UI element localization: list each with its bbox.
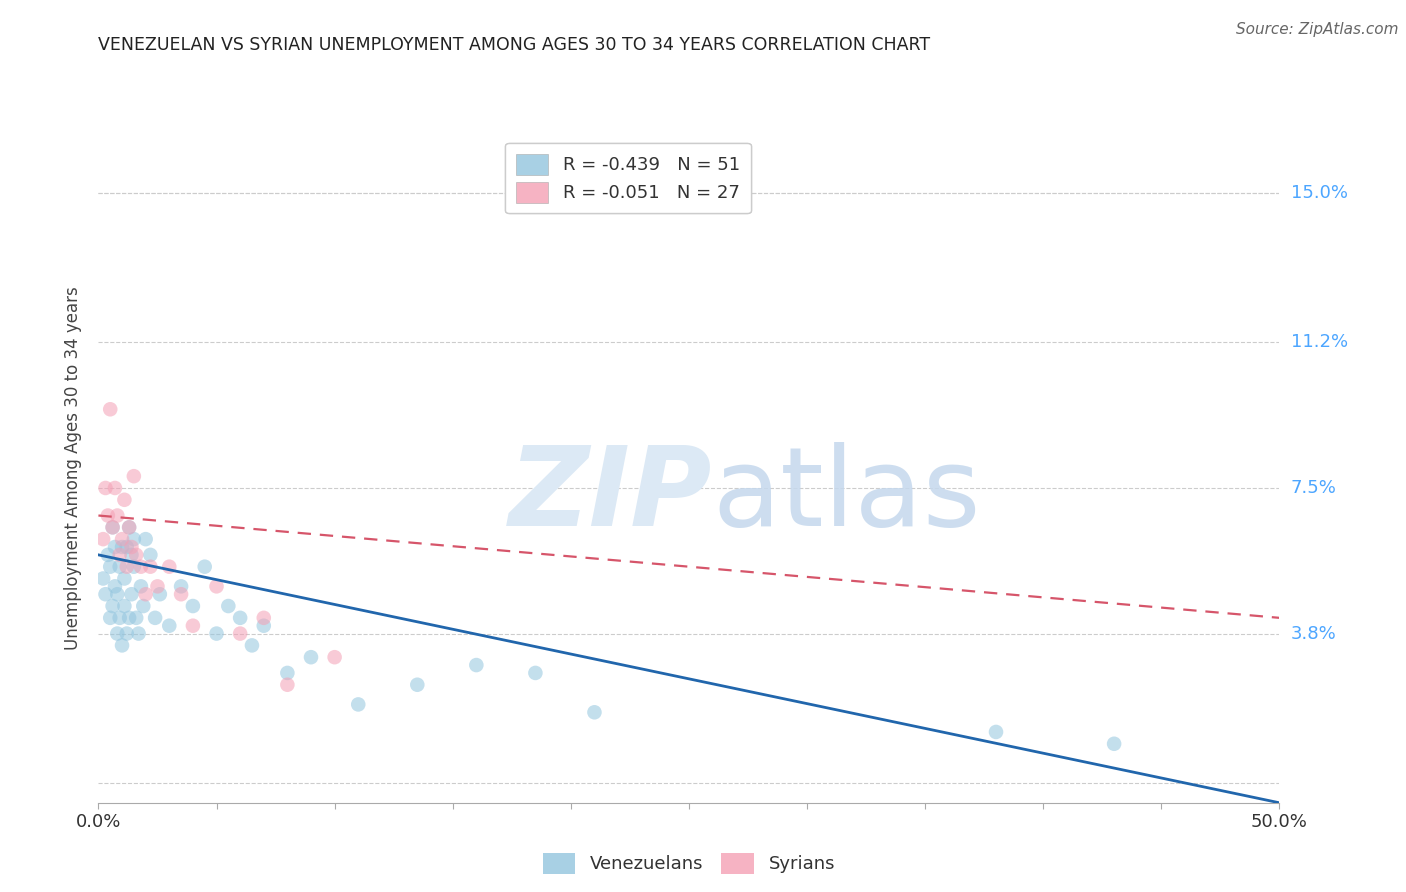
Point [143, 611, 166, 625]
Point [229, 611, 252, 625]
Point [253, 611, 276, 625]
Point [108, 611, 131, 625]
Point [125, 611, 148, 625]
Point [91, 532, 114, 546]
Point [240, 639, 263, 653]
Point [524, 665, 547, 680]
Point [157, 618, 180, 632]
Text: VENEZUELAN VS SYRIAN UNEMPLOYMENT AMONG AGES 30 TO 34 YEARS CORRELATION CHART: VENEZUELAN VS SYRIAN UNEMPLOYMENT AMONG … [98, 36, 931, 54]
Point [121, 587, 143, 601]
Point [111, 540, 134, 554]
Point [205, 579, 228, 593]
Point [105, 508, 128, 523]
Legend: Venezuelans, Syrians: Venezuelans, Syrians [536, 846, 842, 880]
Point [170, 587, 193, 601]
Text: 15.0%: 15.0% [1291, 184, 1347, 202]
Point [122, 469, 145, 483]
Point [1102, 737, 1125, 751]
Point [115, 626, 138, 640]
Point [276, 665, 298, 680]
Point [135, 587, 157, 601]
Point [121, 540, 143, 554]
Point [101, 520, 124, 534]
Point [122, 532, 145, 546]
Point [122, 559, 145, 574]
Point [98, 402, 121, 417]
Point [146, 579, 169, 593]
Point [170, 579, 193, 593]
Point [129, 559, 152, 574]
Point [583, 706, 606, 720]
Text: ZIP: ZIP [509, 442, 713, 549]
Point [97, 548, 120, 562]
Point [121, 548, 143, 562]
Point [323, 650, 346, 665]
Point [112, 572, 135, 586]
Point [94, 481, 117, 495]
Point [115, 540, 138, 554]
Point [129, 579, 152, 593]
Point [135, 532, 157, 546]
Point [128, 626, 150, 640]
Point [111, 639, 134, 653]
Point [98, 559, 121, 574]
Point [101, 520, 124, 534]
Point [149, 587, 172, 601]
Point [181, 599, 204, 613]
Point [347, 698, 370, 712]
Point [181, 618, 204, 632]
Text: 11.2%: 11.2% [1291, 334, 1348, 351]
Point [125, 548, 148, 562]
Text: atlas: atlas [713, 442, 981, 549]
Point [112, 599, 135, 613]
Point [115, 559, 138, 574]
Point [108, 548, 131, 562]
Point [118, 520, 141, 534]
Point [139, 559, 162, 574]
Point [94, 587, 117, 601]
Point [253, 618, 276, 632]
Point [91, 572, 114, 586]
Text: 3.8%: 3.8% [1291, 624, 1336, 642]
Point [118, 611, 141, 625]
Point [105, 626, 128, 640]
Point [217, 599, 239, 613]
Point [139, 548, 162, 562]
Point [229, 626, 252, 640]
Text: 7.5%: 7.5% [1291, 479, 1337, 497]
Point [104, 540, 127, 554]
Point [406, 678, 429, 692]
Text: Source: ZipAtlas.com: Source: ZipAtlas.com [1236, 22, 1399, 37]
Point [276, 678, 298, 692]
Point [97, 508, 120, 523]
Point [157, 559, 180, 574]
Point [108, 559, 131, 574]
Point [105, 587, 128, 601]
Point [104, 579, 127, 593]
Point [984, 725, 1007, 739]
Point [98, 611, 121, 625]
Point [299, 650, 322, 665]
Point [112, 492, 135, 507]
Point [132, 599, 155, 613]
Point [465, 658, 488, 673]
Point [104, 481, 127, 495]
Point [111, 532, 134, 546]
Y-axis label: Unemployment Among Ages 30 to 34 years: Unemployment Among Ages 30 to 34 years [65, 286, 83, 650]
Point [101, 599, 124, 613]
Point [194, 559, 217, 574]
Point [205, 626, 228, 640]
Point [118, 520, 141, 534]
